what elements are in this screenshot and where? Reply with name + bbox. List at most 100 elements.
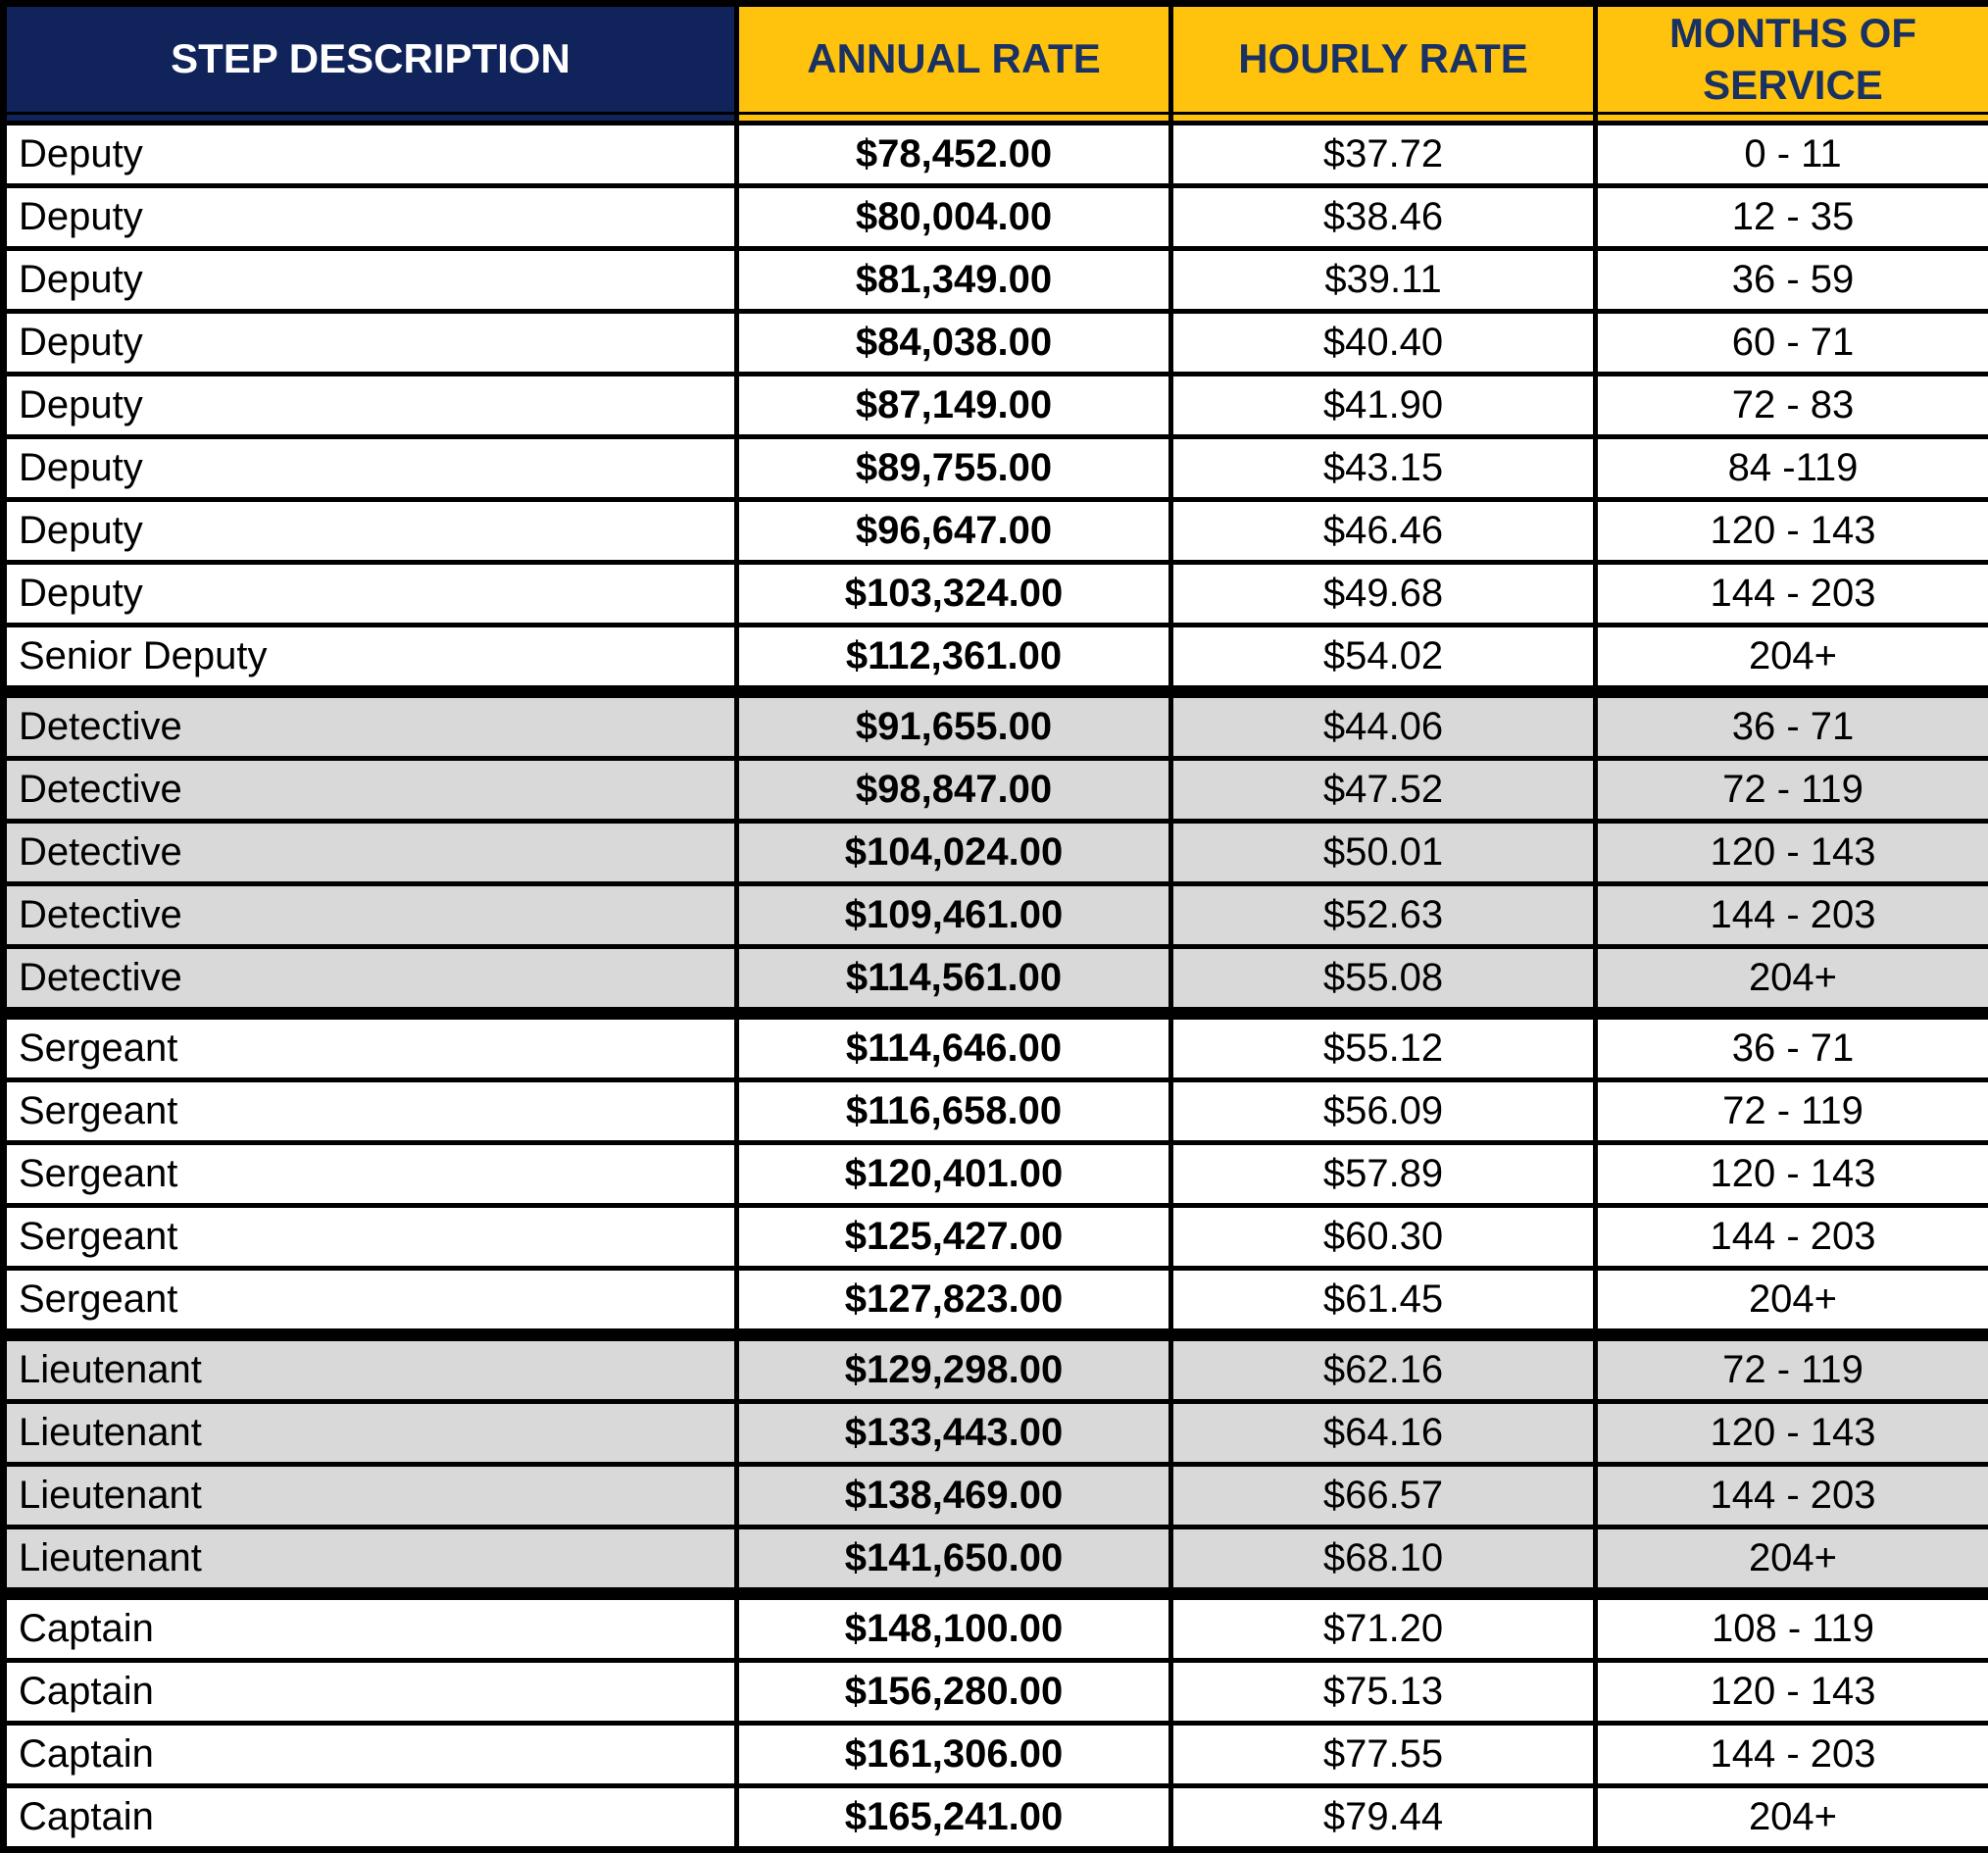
table-row: Senior Deputy $112,361.00 $54.02 204+ <box>4 626 1988 692</box>
table-row: Detective $98,847.00 $47.52 72 - 119 <box>4 759 1988 822</box>
stripe-gold-segment <box>1171 114 1596 124</box>
months-cell: 144 - 203 <box>1596 884 1988 947</box>
table-row: Detective $109,461.00 $52.63 144 - 203 <box>4 884 1988 947</box>
table-row: Captain $165,241.00 $79.44 204+ <box>4 1786 1988 1850</box>
annual-cell: $114,561.00 <box>737 947 1171 1014</box>
months-cell: 204+ <box>1596 1527 1988 1594</box>
annual-cell: $156,280.00 <box>737 1661 1171 1724</box>
months-cell: 72 - 119 <box>1596 759 1988 822</box>
hourly-cell: $37.72 <box>1171 124 1596 186</box>
annual-cell: $161,306.00 <box>737 1724 1171 1786</box>
table-row: Sergeant $125,427.00 $60.30 144 - 203 <box>4 1206 1988 1269</box>
annual-cell: $127,823.00 <box>737 1269 1171 1335</box>
table-row: Sergeant $114,646.00 $55.12 36 - 71 <box>4 1014 1988 1080</box>
column-header-annual-rate: ANNUAL RATE <box>737 4 1171 114</box>
months-cell: 72 - 119 <box>1596 1335 1988 1402</box>
hourly-cell: $57.89 <box>1171 1143 1596 1206</box>
table-row: Deputy $103,324.00 $49.68 144 - 203 <box>4 563 1988 626</box>
step-cell: Sergeant <box>4 1269 737 1335</box>
table-row: Sergeant $127,823.00 $61.45 204+ <box>4 1269 1988 1335</box>
step-cell: Detective <box>4 822 737 884</box>
step-cell: Deputy <box>4 375 737 437</box>
table-row: Deputy $78,452.00 $37.72 0 - 11 <box>4 124 1988 186</box>
annual-cell: $129,298.00 <box>737 1335 1171 1402</box>
table-row: Deputy $96,647.00 $46.46 120 - 143 <box>4 500 1988 563</box>
hourly-cell: $55.12 <box>1171 1014 1596 1080</box>
table-row: Lieutenant $138,469.00 $66.57 144 - 203 <box>4 1465 1988 1527</box>
annual-cell: $91,655.00 <box>737 692 1171 759</box>
step-cell: Lieutenant <box>4 1402 737 1465</box>
column-header-months-of-service: MONTHS OF SERVICE <box>1596 4 1988 114</box>
stripe-navy-segment <box>4 114 737 124</box>
step-cell: Captain <box>4 1661 737 1724</box>
step-cell: Detective <box>4 884 737 947</box>
months-cell: 204+ <box>1596 947 1988 1014</box>
hourly-cell: $61.45 <box>1171 1269 1596 1335</box>
hourly-cell: $60.30 <box>1171 1206 1596 1269</box>
months-cell: 84 -119 <box>1596 437 1988 500</box>
months-cell: 204+ <box>1596 1269 1988 1335</box>
months-cell: 204+ <box>1596 1786 1988 1850</box>
table-row: Lieutenant $133,443.00 $64.16 120 - 143 <box>4 1402 1988 1465</box>
hourly-cell: $39.11 <box>1171 249 1596 312</box>
table-row: Deputy $89,755.00 $43.15 84 -119 <box>4 437 1988 500</box>
annual-cell: $78,452.00 <box>737 124 1171 186</box>
annual-cell: $109,461.00 <box>737 884 1171 947</box>
hourly-cell: $79.44 <box>1171 1786 1596 1850</box>
months-cell: 120 - 143 <box>1596 1661 1988 1724</box>
hourly-cell: $52.63 <box>1171 884 1596 947</box>
header-row: STEP DESCRIPTION ANNUAL RATE HOURLY RATE… <box>4 4 1988 114</box>
step-cell: Detective <box>4 947 737 1014</box>
step-cell: Deputy <box>4 249 737 312</box>
table-row: Detective $104,024.00 $50.01 120 - 143 <box>4 822 1988 884</box>
months-cell: 144 - 203 <box>1596 1206 1988 1269</box>
step-cell: Sergeant <box>4 1014 737 1080</box>
annual-cell: $104,024.00 <box>737 822 1171 884</box>
hourly-cell: $66.57 <box>1171 1465 1596 1527</box>
months-cell: 120 - 143 <box>1596 500 1988 563</box>
step-cell: Lieutenant <box>4 1335 737 1402</box>
annual-cell: $114,646.00 <box>737 1014 1171 1080</box>
months-cell: 0 - 11 <box>1596 124 1988 186</box>
months-cell: 144 - 203 <box>1596 563 1988 626</box>
hourly-cell: $50.01 <box>1171 822 1596 884</box>
table-row: Deputy $81,349.00 $39.11 36 - 59 <box>4 249 1988 312</box>
table-row: Captain $148,100.00 $71.20 108 - 119 <box>4 1594 1988 1661</box>
step-cell: Deputy <box>4 312 737 375</box>
step-cell: Deputy <box>4 186 737 249</box>
annual-cell: $98,847.00 <box>737 759 1171 822</box>
hourly-cell: $46.46 <box>1171 500 1596 563</box>
step-cell: Captain <box>4 1594 737 1661</box>
annual-cell: $80,004.00 <box>737 186 1171 249</box>
annual-cell: $103,324.00 <box>737 563 1171 626</box>
months-cell: 12 - 35 <box>1596 186 1988 249</box>
table-row: Deputy $87,149.00 $41.90 72 - 83 <box>4 375 1988 437</box>
months-cell: 72 - 83 <box>1596 375 1988 437</box>
hourly-cell: $38.46 <box>1171 186 1596 249</box>
table-row: Captain $156,280.00 $75.13 120 - 143 <box>4 1661 1988 1724</box>
hourly-cell: $54.02 <box>1171 626 1596 692</box>
annual-cell: $125,427.00 <box>737 1206 1171 1269</box>
hourly-cell: $43.15 <box>1171 437 1596 500</box>
hourly-cell: $77.55 <box>1171 1724 1596 1786</box>
step-cell: Deputy <box>4 563 737 626</box>
hourly-cell: $68.10 <box>1171 1527 1596 1594</box>
hourly-cell: $62.16 <box>1171 1335 1596 1402</box>
step-cell: Deputy <box>4 437 737 500</box>
annual-cell: $138,469.00 <box>737 1465 1171 1527</box>
table-row: Sergeant $120,401.00 $57.89 120 - 143 <box>4 1143 1988 1206</box>
table-row: Detective $114,561.00 $55.08 204+ <box>4 947 1988 1014</box>
annual-cell: $148,100.00 <box>737 1594 1171 1661</box>
header-underline-stripe <box>4 114 1988 124</box>
months-cell: 120 - 143 <box>1596 1143 1988 1206</box>
months-cell: 144 - 203 <box>1596 1465 1988 1527</box>
months-cell: 120 - 143 <box>1596 822 1988 884</box>
table-row: Sergeant $116,658.00 $56.09 72 - 119 <box>4 1080 1988 1143</box>
column-header-hourly-rate: HOURLY RATE <box>1171 4 1596 114</box>
annual-cell: $81,349.00 <box>737 249 1171 312</box>
annual-cell: $141,650.00 <box>737 1527 1171 1594</box>
step-cell: Deputy <box>4 124 737 186</box>
annual-cell: $133,443.00 <box>737 1402 1171 1465</box>
hourly-cell: $40.40 <box>1171 312 1596 375</box>
